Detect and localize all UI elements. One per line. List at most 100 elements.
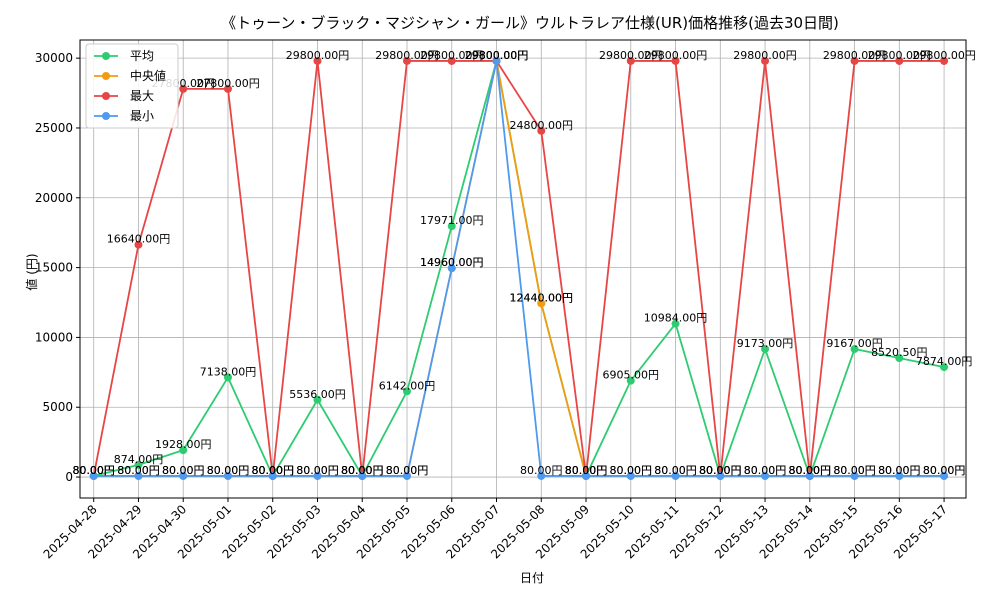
data-label: 29800.00円 xyxy=(868,49,932,62)
data-label: 29800.00円 xyxy=(644,49,708,62)
data-label: 80.00円 xyxy=(789,464,832,477)
data-label: 80.00円 xyxy=(744,464,787,477)
data-point xyxy=(716,471,725,480)
data-label: 80.00円 xyxy=(744,464,787,477)
legend-label: 中央値 xyxy=(130,68,166,83)
data-label: 80.00円 xyxy=(654,464,697,477)
x-axis-label: 日付 xyxy=(520,571,544,585)
data-label: 80.00円 xyxy=(117,464,160,477)
data-point xyxy=(447,264,456,273)
data-point xyxy=(850,56,859,65)
series-line xyxy=(93,60,945,477)
data-label: 80.00円 xyxy=(251,464,294,477)
data-point xyxy=(537,471,546,480)
data-point xyxy=(89,471,98,480)
data-point xyxy=(671,56,680,65)
data-label: 80.00円 xyxy=(162,464,205,477)
data-point xyxy=(313,471,322,480)
data-label: 80.00円 xyxy=(654,464,697,477)
data-label: 29800.00円 xyxy=(286,49,350,62)
data-label: 80.00円 xyxy=(520,464,563,477)
data-label: 80.00円 xyxy=(162,464,205,477)
labels-series-3: 80.00円16640.00円27800.00円27800.00円80.00円2… xyxy=(72,49,975,477)
data-label: 10984.00円 xyxy=(644,312,708,325)
data-point xyxy=(358,471,367,480)
legend-label: 最大 xyxy=(130,89,154,103)
data-label: 29800.00円 xyxy=(733,49,797,62)
labels-series-1: 80.00円874.00円1928.00円7138.00円80.00円5536.… xyxy=(72,49,972,477)
data-label: 80.00円 xyxy=(833,464,876,477)
legend-frame xyxy=(85,43,179,129)
data-point xyxy=(179,471,188,480)
legend-label: 最小 xyxy=(130,109,154,123)
data-label: 80.00円 xyxy=(341,464,384,477)
labels-series-2: 80.00円 80.00円 80.00円 80.00円 80.00円 80.00円 80.0… xyxy=(72,49,965,477)
data-label: 6142.00円 xyxy=(379,379,436,392)
data-label: 80.00円 xyxy=(72,464,115,477)
legend-marker xyxy=(102,52,110,60)
data-label: 80.00円 xyxy=(386,464,429,477)
data-label: 14960.00円 xyxy=(420,256,484,269)
data-label: 5536.00円 xyxy=(289,388,346,401)
data-point xyxy=(179,84,188,93)
data-label: 29800.00円 xyxy=(912,49,976,62)
data-point xyxy=(537,299,546,308)
data-label: 7874.00円 xyxy=(916,355,973,368)
data-point xyxy=(671,471,680,480)
data-point xyxy=(223,84,232,93)
data-label: 80.00円 xyxy=(72,464,115,477)
y-tick-label: 25000 xyxy=(35,121,73,135)
data-label: 80.00円 xyxy=(610,464,653,477)
legend-marker xyxy=(102,92,110,100)
chart-title: 《トゥーン・ブラック・マジシャン・ガール》ウルトラレア仕様(UR)価格推移(過去… xyxy=(221,14,839,32)
data-label: 80.00円 xyxy=(251,464,294,477)
data-point xyxy=(582,471,591,480)
data-label: 80.00円 xyxy=(699,464,742,477)
data-point xyxy=(313,56,322,65)
data-point xyxy=(671,319,680,328)
data-label: 80.00円 xyxy=(565,464,608,477)
data-label: 80.00円 xyxy=(789,464,832,477)
data-label: 29800.00円 xyxy=(420,49,484,62)
data-label: 9167.00円 xyxy=(826,337,883,350)
data-point xyxy=(537,126,546,135)
series-line xyxy=(92,60,945,477)
data-label: 80.00円 xyxy=(699,464,742,477)
data-point xyxy=(223,471,232,480)
data-label: 16640.00円 xyxy=(107,233,171,246)
data-point xyxy=(492,56,501,65)
data-point xyxy=(895,56,904,65)
data-label: 80.00円 xyxy=(386,464,429,477)
series-4 xyxy=(89,56,949,480)
y-tick-label: 5000 xyxy=(42,400,73,414)
y-axis-label: 値 (円) xyxy=(24,253,39,290)
data-label: 29800.00円 xyxy=(465,49,529,62)
data-label: 29800.00円 xyxy=(465,49,529,62)
data-label: 80.00円 xyxy=(565,464,608,477)
data-label: 80.00円 xyxy=(207,464,250,477)
legend-label: 平均 xyxy=(130,49,154,63)
data-point xyxy=(402,471,411,480)
data-label: 8520.50円 xyxy=(871,346,928,359)
data-point xyxy=(761,56,770,65)
data-label: 24800.00円 xyxy=(510,119,574,132)
data-label: 29800.00円 xyxy=(823,49,887,62)
legend-marker xyxy=(102,112,110,120)
data-label: 9173.00円 xyxy=(737,337,794,350)
data-label: 80.00円 xyxy=(117,464,160,477)
y-tick-label: 0 xyxy=(65,470,73,484)
data-point xyxy=(805,471,814,480)
data-point xyxy=(134,471,143,480)
data-label: 29800.00円 xyxy=(465,49,529,62)
data-point xyxy=(268,471,277,480)
data-point xyxy=(179,446,188,455)
data-point xyxy=(895,354,904,363)
data-label: 12440.00円 xyxy=(510,291,574,304)
data-point xyxy=(850,471,859,480)
data-label: 17971.00円 xyxy=(420,214,484,227)
data-label: 80.00円 xyxy=(699,464,742,477)
data-point xyxy=(134,240,143,249)
data-point xyxy=(626,56,635,65)
data-point xyxy=(940,471,949,480)
data-point xyxy=(940,363,949,372)
